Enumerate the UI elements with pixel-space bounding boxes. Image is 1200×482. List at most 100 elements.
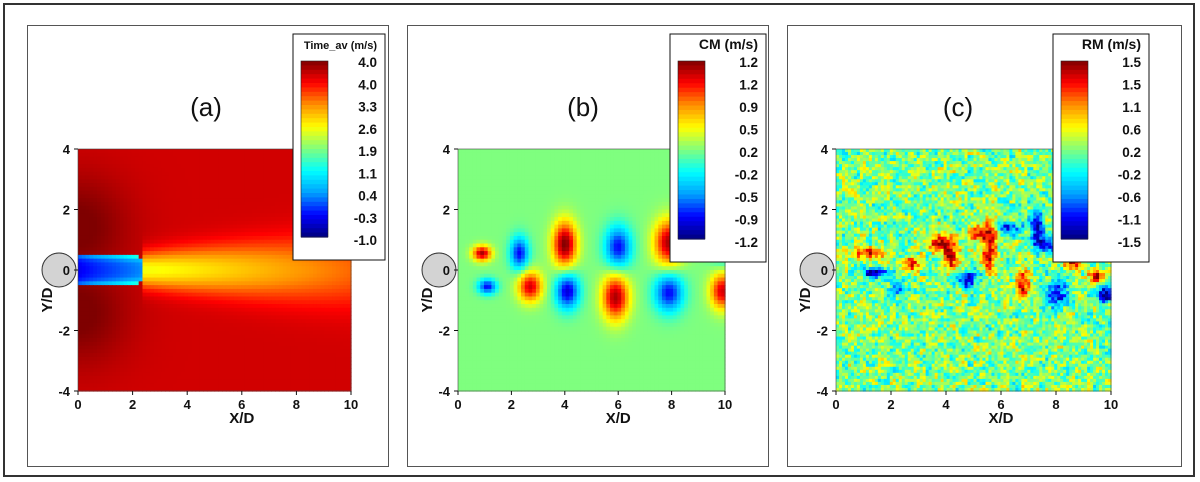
heatmap-cell [214,224,219,230]
heatmap-cell [169,258,174,264]
heatmap-cell [146,213,151,218]
heatmap-cell [142,152,147,158]
heatmap-cell [81,149,87,154]
heatmap-cell [282,277,288,282]
heatmap-cell [335,273,341,279]
heatmap-cell [150,364,155,369]
heatmap-cell [309,262,314,267]
heatmap-cell [278,220,284,226]
heatmap-cell [278,270,284,275]
heatmap-cell [93,322,98,328]
heatmap-cell [332,368,337,373]
heatmap-cell [237,228,242,233]
heatmap-cell [176,281,181,286]
heatmap-cell [628,149,633,154]
heatmap-cell [146,353,151,358]
heatmap-cell [343,288,348,294]
heatmap-cell [225,379,231,385]
heatmap-cell [131,194,136,199]
heatmap-cell [112,167,117,173]
heatmap-cell [256,220,261,226]
heatmap-cell [127,364,132,369]
heatmap-cell [78,379,83,385]
heatmap-cell [591,152,596,158]
heatmap-cell [89,296,94,301]
heatmap-cell [278,311,284,316]
heatmap-cell [294,360,299,366]
heatmap-cell [187,315,193,320]
heatmap-cell [150,368,155,373]
heatmap-cell [134,247,140,252]
heatmap-cell [115,292,121,298]
heatmap-cell [613,152,619,158]
heatmap-cell [184,213,189,218]
heatmap-cell [195,258,200,264]
heatmap-cell [252,341,257,347]
heatmap-cell [89,345,94,351]
heatmap-cell [233,186,238,192]
heatmap-cell [313,304,318,309]
heatmap-cell [290,368,295,373]
heatmap-cell [309,292,314,298]
heatmap-cell [108,217,113,222]
heatmap-cell [187,341,193,347]
heatmap-cell [532,160,537,165]
heatmap-cell [142,224,147,230]
heatmap-cell [161,213,166,218]
heatmap-cell [93,164,98,169]
heatmap-cell [309,266,314,271]
heatmap-cell [104,379,109,385]
heatmap-cell [131,149,136,154]
heatmap-cell [176,334,181,339]
heatmap-cell [241,224,246,230]
heatmap-cell [146,368,151,373]
heatmap-cell [229,217,235,222]
heatmap-cell [93,156,98,161]
heatmap-cell [161,209,166,214]
heatmap-cell [252,209,257,214]
heatmap-cell [554,156,559,161]
heatmap-cell [85,285,90,290]
heatmap-cell [248,160,254,165]
heatmap-cell [85,220,90,226]
heatmap-cell [320,379,326,385]
heatmap-cell [127,334,132,339]
heatmap-cell [187,304,193,309]
heatmap-cell [210,379,216,385]
heatmap-cell [324,356,329,362]
heatmap-cell [535,152,541,158]
heatmap-cell [210,270,216,275]
heatmap-cell [112,326,117,332]
heatmap-cell [187,205,193,211]
heatmap-cell [169,220,174,226]
heatmap-cell [161,281,166,286]
heatmap-cell [195,251,200,256]
heatmap-cell [252,194,257,199]
heatmap-cell [134,372,140,377]
heatmap-cell [169,288,174,294]
heatmap-cell [127,239,132,245]
heatmap-cell [123,330,128,335]
heatmap-cell [150,266,155,271]
heatmap-cell [142,334,147,339]
heatmap-cell [206,235,212,241]
heatmap-cell [184,156,189,161]
heatmap-cell [104,179,109,184]
heatmap-cell [123,156,128,161]
heatmap-cell [278,224,284,230]
heatmap-cell [187,383,193,388]
heatmap-cell [278,179,284,184]
heatmap-cell [115,368,121,373]
heatmap-cell [206,266,212,271]
heatmap-cell [172,239,178,245]
heatmap-cell [169,266,174,271]
heatmap-cell [278,160,284,165]
heatmap-cell [157,160,163,165]
heatmap-cell [275,304,280,309]
heatmap-cell [290,292,295,298]
heatmap-cell [81,156,87,161]
heatmap-cell [134,251,140,256]
heatmap-cell [263,186,269,192]
heatmap-cell [252,292,257,298]
heatmap-cell [550,152,556,158]
